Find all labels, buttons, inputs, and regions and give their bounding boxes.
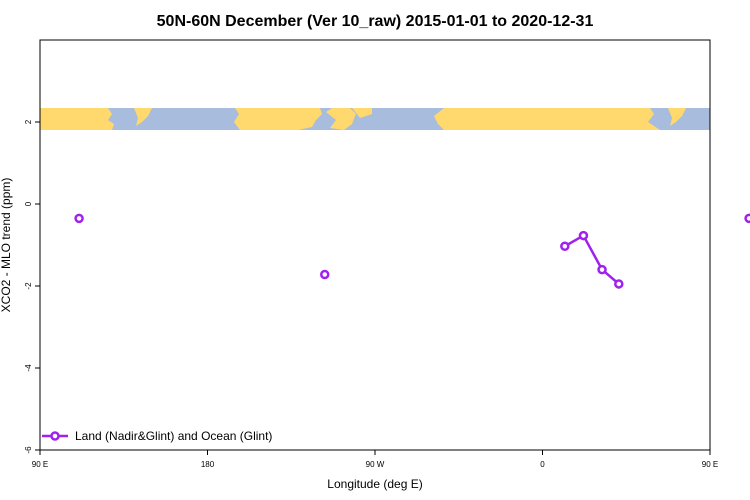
land-mass-hudson-east <box>326 108 356 130</box>
y-axis-label: XCO2 - MLO trend (ppm) <box>0 178 13 313</box>
series-layer <box>74 213 750 289</box>
land-mass-labrador <box>352 108 372 118</box>
legend-label: Land (Nadir&Glint) and Ocean (Glint) <box>75 429 272 443</box>
chart-title: 50N-60N December (Ver 10_raw) 2015-01-01… <box>157 13 594 30</box>
data-point <box>560 241 570 251</box>
x-tick-label: 180 <box>201 460 215 469</box>
y-tick-label: -6 <box>24 446 33 454</box>
y-tick-label: -2 <box>24 282 33 290</box>
legend: Land (Nadir&Glint) and Ocean (Glint) <box>42 429 272 443</box>
x-tick-label: 90 E <box>32 460 48 469</box>
y-axis: 2 0 -2 -4 -6 <box>24 119 40 454</box>
land-mass-europe <box>434 108 660 130</box>
data-point <box>320 269 330 280</box>
land-mass-alaska <box>234 108 322 130</box>
data-point <box>614 279 624 289</box>
land-mass-siberia <box>40 108 114 130</box>
x-tick-label: 0 <box>540 460 545 469</box>
y-tick-label: 0 <box>24 201 33 206</box>
map-land <box>40 108 686 130</box>
y-tick-label: -4 <box>24 364 33 372</box>
data-point <box>597 264 607 275</box>
series-line <box>564 233 620 285</box>
land-mass-kamchatka <box>134 108 152 126</box>
data-point <box>744 213 750 224</box>
legend-marker <box>50 431 60 441</box>
x-axis: 90 E 180 90 W 0 90 E <box>32 450 718 469</box>
map-strip <box>40 108 710 130</box>
x-tick-label: 90 E <box>702 460 718 469</box>
x-tick-label: 90 W <box>366 460 385 469</box>
y-tick-label: 2 <box>24 119 33 124</box>
data-point <box>74 213 84 224</box>
plot-frame <box>39 39 711 451</box>
land-mass-kamchatka-right <box>668 108 686 126</box>
x-axis-label: Longitude (deg E) <box>327 477 422 491</box>
data-point <box>578 230 589 241</box>
